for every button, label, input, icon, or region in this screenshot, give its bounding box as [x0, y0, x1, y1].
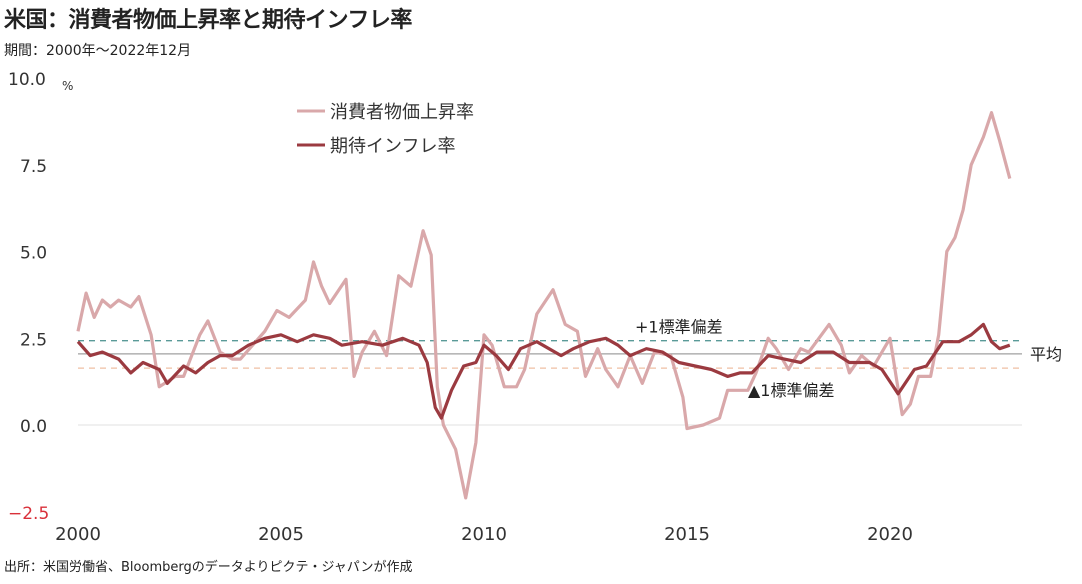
y-tick-label: 0.0: [20, 417, 47, 437]
series-line-1: [76, 322, 1011, 420]
reference-label-0: +1標準偏差: [635, 318, 723, 337]
x-tick-label: 2005: [258, 524, 304, 545]
x-tick-label: 2020: [867, 524, 913, 545]
y-tick-label: 5.0: [20, 244, 47, 264]
y-tick-label: 10.0: [8, 70, 46, 90]
x-tick-label: 2015: [664, 524, 710, 545]
y-tick-label: 7.5: [20, 157, 47, 177]
chart-title: 米国：消費者物価上昇率と期待インフレ率: [4, 8, 412, 33]
x-tick-label: 2010: [461, 524, 507, 545]
y-tick-label: 2.5: [20, 330, 47, 350]
x-tick-label: 2000: [55, 524, 101, 545]
y-unit-label: %: [62, 79, 73, 93]
chart-subtitle: 期間：2000年～2022年12月: [4, 43, 192, 59]
reference-label-1: 平均: [1030, 345, 1062, 364]
source-note: 出所：米国労働省、Bloombergのデータよりピクテ・ジャパンが作成: [4, 560, 413, 575]
reference-label-2: ▲1標準偏差: [748, 381, 835, 400]
legend-label-1: 期待インフレ率: [330, 136, 455, 157]
y-tick-label: −2.5: [8, 504, 49, 524]
legend-label-0: 消費者物価上昇率: [330, 102, 474, 123]
series-line-0: [76, 111, 1012, 500]
